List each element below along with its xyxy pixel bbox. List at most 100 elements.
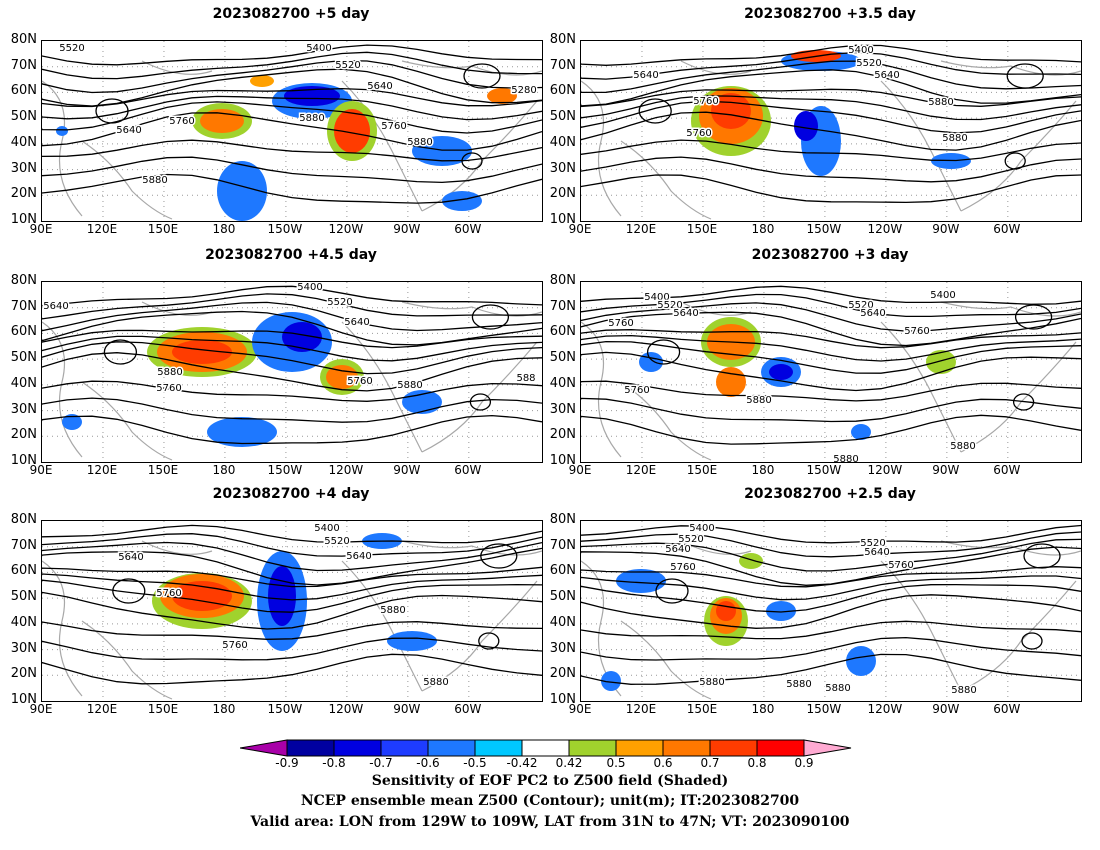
z500-contour-line bbox=[42, 380, 542, 402]
contour-label: 5640 bbox=[367, 81, 392, 92]
sensitivity-shading bbox=[172, 340, 232, 364]
colorbar-label: -0.9 bbox=[275, 756, 299, 770]
colorbar-label: 0.6 bbox=[653, 756, 673, 770]
contour-label: 5640 bbox=[346, 551, 371, 562]
colorbar-swatch bbox=[380, 739, 429, 757]
lat-tick-label: 60N bbox=[10, 563, 37, 579]
sensitivity-shading bbox=[250, 75, 274, 87]
lon-tick-label: 90W bbox=[932, 222, 960, 236]
z500-closed-contour bbox=[655, 578, 689, 604]
z500-contour-line bbox=[42, 101, 542, 134]
z500-contour-line bbox=[42, 59, 542, 94]
coastline bbox=[341, 560, 423, 692]
lon-tick-label: 120E bbox=[625, 702, 657, 716]
lat-tick-label: 10N bbox=[549, 692, 576, 707]
z500-closed-contour bbox=[478, 632, 500, 650]
lon-tick-label: 180 bbox=[751, 463, 775, 477]
colorbar-label: -0.8 bbox=[322, 756, 346, 770]
z500-contour-line bbox=[581, 583, 1081, 613]
lat-tick-label: 80N bbox=[549, 512, 576, 527]
lat-tick-label: 20N bbox=[549, 427, 576, 443]
colorbar-label: -0.6 bbox=[416, 756, 440, 770]
contour-label: 5520 bbox=[678, 534, 703, 545]
z500-contour-line bbox=[581, 538, 1081, 572]
lon-tick-label: 60W bbox=[454, 702, 482, 716]
lon-tick-label: 180 bbox=[212, 222, 236, 236]
z500-contour-line bbox=[42, 414, 542, 445]
lon-tick-label: 150E bbox=[686, 702, 718, 716]
z500-contour-line bbox=[42, 573, 542, 601]
lat-tick-label: 80N bbox=[10, 512, 37, 527]
sensitivity-shading bbox=[739, 553, 763, 569]
sensitivity-shading bbox=[926, 350, 956, 374]
lon-tick-label: 180 bbox=[751, 222, 775, 236]
sensitivity-shading bbox=[769, 364, 793, 380]
z500-contour-line bbox=[42, 301, 542, 332]
coastline bbox=[880, 321, 962, 453]
lat-tick-label: 80N bbox=[10, 273, 37, 288]
z500-contour-line bbox=[581, 636, 1081, 661]
contour-label: 5760 bbox=[169, 116, 194, 127]
caption-line-2: NCEP ensemble mean Z500 (Contour); unit(… bbox=[300, 793, 800, 809]
z500-contour-line bbox=[581, 44, 1081, 66]
lat-tick-label: 80N bbox=[10, 32, 37, 47]
lat-tick-label: 20N bbox=[549, 186, 576, 202]
lat-tick-label: 50N bbox=[10, 589, 37, 605]
z500-contour-line bbox=[581, 69, 1081, 107]
sensitivity-shading bbox=[62, 414, 82, 430]
z500-closed-contour bbox=[1021, 632, 1043, 650]
colorbar-min-arrow bbox=[239, 739, 288, 757]
sensitivity-shading bbox=[56, 126, 68, 136]
z500-contour-line bbox=[42, 591, 542, 630]
colorbar-swatch bbox=[662, 739, 711, 757]
colorbar-swatch bbox=[615, 739, 664, 757]
z500-contour-line bbox=[581, 340, 1081, 374]
lon-tick-label: 150E bbox=[686, 222, 718, 236]
lon-tick-label: 180 bbox=[212, 702, 236, 716]
contour-label: 5760 bbox=[381, 121, 406, 132]
lat-tick-label: 70N bbox=[10, 57, 37, 73]
lat-tick-label: 50N bbox=[549, 109, 576, 125]
lat-tick-label: 30N bbox=[10, 640, 37, 656]
contour-label: 5520 bbox=[324, 536, 349, 547]
caption-line-1: Sensitivity of EOF PC2 to Z500 field (Sh… bbox=[371, 773, 729, 789]
z500-contour-line bbox=[581, 414, 1081, 445]
lat-tick-label: 40N bbox=[10, 375, 37, 391]
colorbar-swatch bbox=[568, 739, 617, 757]
contour-label: 5400 bbox=[930, 290, 955, 301]
sensitivity-shading bbox=[601, 671, 621, 691]
z500-contour-line bbox=[42, 547, 542, 586]
lon-tick-label: 90E bbox=[568, 222, 592, 236]
colorbar-label: -0.5 bbox=[463, 756, 487, 770]
lon-tick-label: 60W bbox=[993, 222, 1021, 236]
contour-label: 5880 bbox=[833, 454, 858, 462]
panel-title: 2023082700 +5 day bbox=[212, 6, 370, 22]
contour-label: 5400 bbox=[306, 43, 331, 54]
lon-tick-label: 150E bbox=[686, 463, 718, 477]
z500-contour-line bbox=[581, 285, 1081, 305]
contour-label: 5880 bbox=[423, 677, 448, 688]
z500-contour-line bbox=[581, 397, 1081, 423]
lon-tick-label: 90E bbox=[29, 463, 53, 477]
lon-tick-label: 90W bbox=[393, 222, 421, 236]
contour-label: 5880 bbox=[942, 133, 967, 144]
z500-contour-line bbox=[581, 380, 1081, 402]
lat-tick-label: 40N bbox=[549, 134, 576, 150]
z500-contour-line bbox=[42, 541, 542, 572]
lat-tick-label: 80N bbox=[549, 273, 576, 288]
contour-label: 5640 bbox=[43, 301, 68, 312]
lat-tick-label: 30N bbox=[10, 401, 37, 417]
lat-tick-label: 60N bbox=[10, 83, 37, 99]
lat-tick-label: 40N bbox=[549, 614, 576, 630]
z500-contour-line bbox=[581, 620, 1081, 640]
lon-tick-label: 120E bbox=[625, 222, 657, 236]
lon-tick-label: 150W bbox=[267, 702, 303, 716]
map-panel: 5400 5520 5640 5640 5760 5880 5760 5880 bbox=[41, 520, 543, 702]
map-panel: 5400 5640 5520 5640 5760 5880 5760 5880 588 bbox=[41, 281, 543, 463]
lon-tick-label: 120W bbox=[867, 222, 903, 236]
z500-contour-line bbox=[581, 575, 1081, 601]
contour-label: 5640 bbox=[665, 544, 690, 555]
lat-tick-label: 70N bbox=[549, 57, 576, 73]
coastline bbox=[421, 341, 538, 453]
z500-contour-line bbox=[581, 311, 1081, 347]
